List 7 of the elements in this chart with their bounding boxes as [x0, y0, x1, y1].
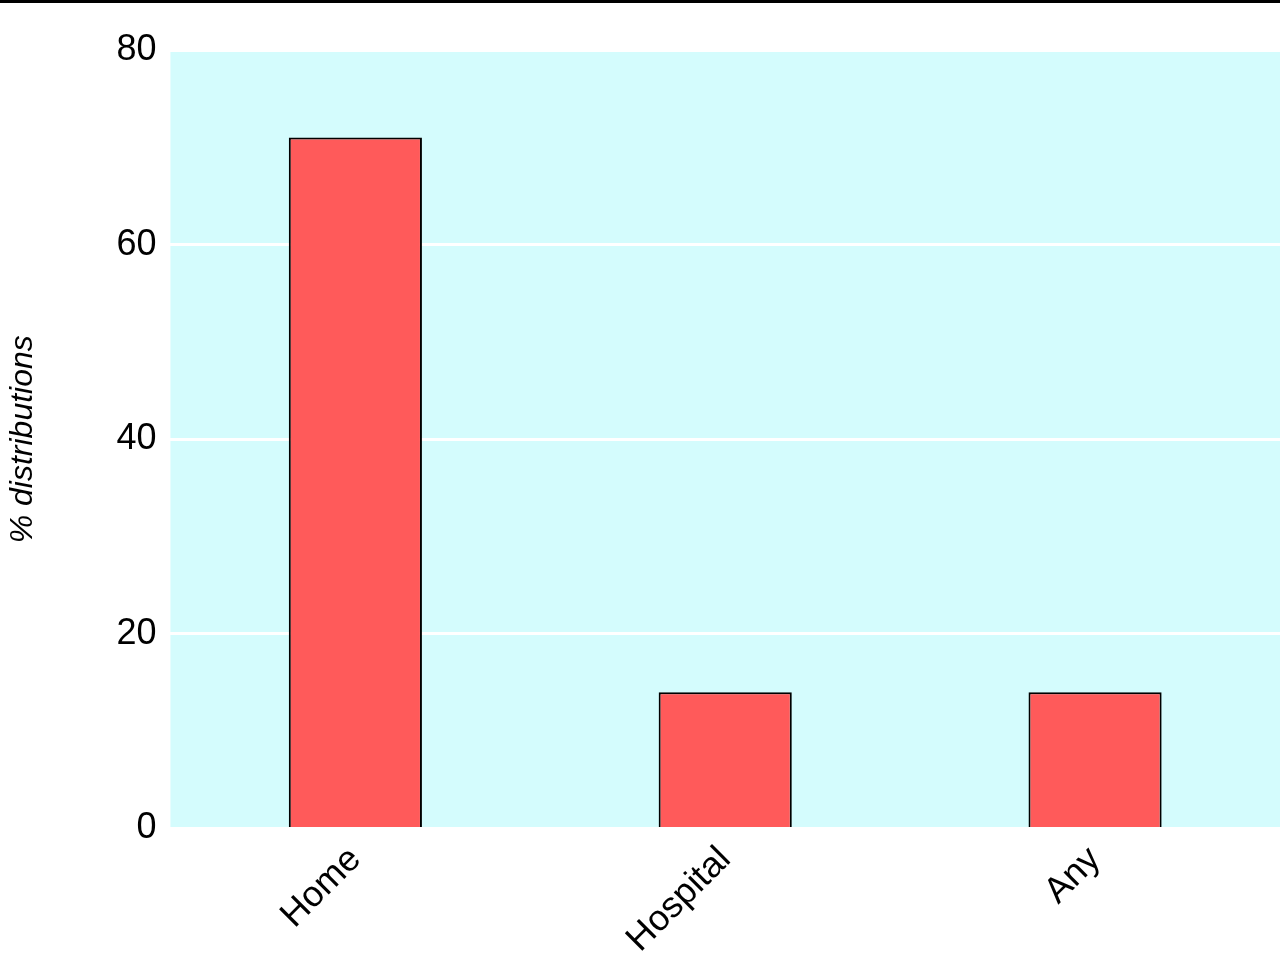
y-tick-label: 40 [116, 416, 157, 458]
y-tick-label: 0 [136, 805, 157, 847]
y-tick-label: 60 [116, 221, 157, 263]
x-tick-label: Any [1034, 837, 1108, 911]
y-tick-label: 80 [116, 26, 157, 68]
y-axis-title: % distributions [3, 335, 40, 544]
y-tick-label: 20 [116, 610, 157, 652]
